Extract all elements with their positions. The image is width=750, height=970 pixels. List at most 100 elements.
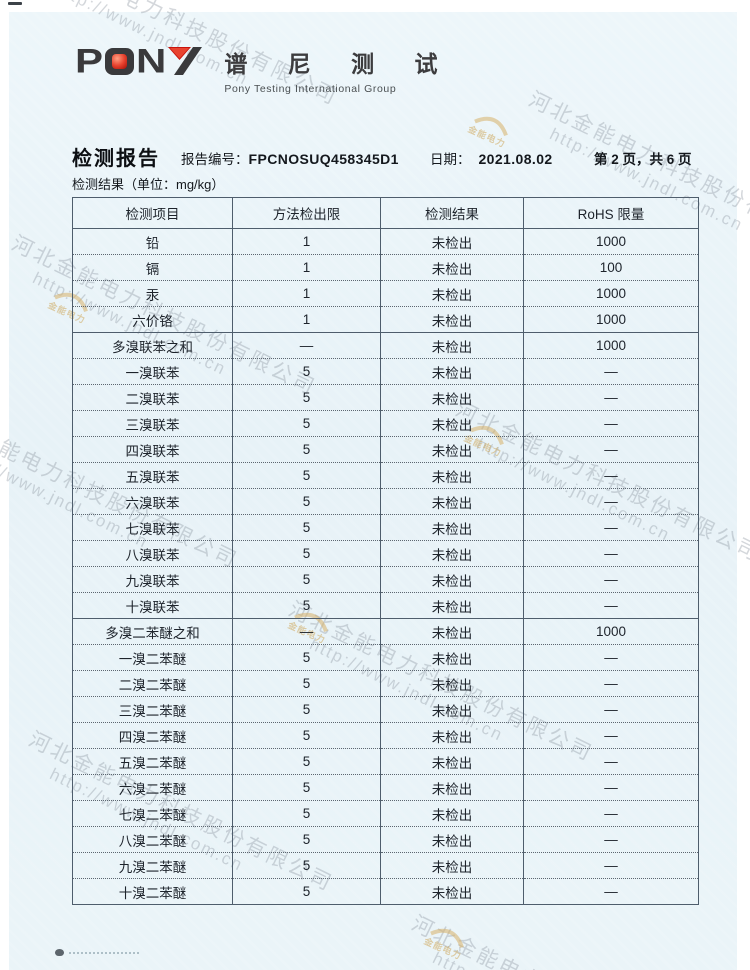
cell-rohs-limit: —	[523, 410, 699, 437]
cell-rohs-limit: —	[523, 774, 699, 801]
cell-test-item: 二溴二苯醚	[72, 670, 233, 697]
cell-test-item: 八溴联苯	[72, 540, 233, 567]
cell-test-item: 八溴二苯醚	[72, 826, 233, 853]
cell-method-limit: 5	[232, 462, 381, 489]
cell-test-item: 七溴二苯醚	[72, 800, 233, 827]
cell-result: 未检出	[380, 826, 524, 853]
report-number: 报告编号：FPCNOSUQ458345D1	[181, 148, 399, 168]
cell-method-limit: 1	[232, 306, 381, 333]
report-date: 日期： 2021.08.02	[430, 148, 553, 168]
cell-result: 未检出	[380, 332, 524, 359]
cell-test-item: 十溴二苯醚	[72, 878, 233, 905]
table-row: 多溴二苯醚之和 — 未检出 1000	[72, 618, 699, 645]
cell-rohs-limit: —	[523, 644, 699, 671]
cell-rohs-limit: —	[523, 488, 699, 515]
table-row: 镉 1 未检出 100	[72, 254, 699, 281]
cell-method-limit: 5	[232, 748, 381, 775]
cell-rohs-limit: —	[523, 826, 699, 853]
footer-partial-mark	[55, 948, 145, 958]
cell-test-item: 铅	[72, 228, 233, 255]
table-row: 五溴二苯醚 5 未检出 —	[72, 748, 699, 775]
cell-rohs-limit: —	[523, 696, 699, 723]
cell-method-limit: 5	[232, 852, 381, 879]
report-title: 检测报告	[72, 148, 160, 170]
cell-result: 未检出	[380, 670, 524, 697]
table-row: 二溴联苯 5 未检出 —	[72, 384, 699, 411]
cell-method-limit: 1	[232, 280, 381, 307]
cell-rohs-limit: —	[523, 878, 699, 905]
cell-method-limit: 5	[232, 410, 381, 437]
header-test-result: 检测结果	[380, 197, 524, 229]
cell-rohs-limit: —	[523, 852, 699, 879]
cell-rohs-limit: —	[523, 670, 699, 697]
table-row: 多溴联苯之和 — 未检出 1000	[72, 332, 699, 359]
logo-letter-o	[105, 47, 135, 75]
cell-method-limit: —	[232, 332, 381, 359]
cell-result: 未检出	[380, 514, 524, 541]
header-method-detection-limit: 方法检出限	[232, 197, 381, 229]
cell-method-limit: 5	[232, 592, 381, 619]
cell-method-limit: 5	[232, 722, 381, 749]
table-row: 一溴二苯醚 5 未检出 —	[72, 644, 699, 671]
cell-rohs-limit: —	[523, 514, 699, 541]
cell-method-limit: 5	[232, 696, 381, 723]
cell-rohs-limit: 1000	[523, 228, 699, 255]
cell-rohs-limit: —	[523, 748, 699, 775]
cell-result: 未检出	[380, 488, 524, 515]
cell-rohs-limit: —	[523, 358, 699, 385]
cell-test-item: 五溴联苯	[72, 462, 233, 489]
cell-result: 未检出	[380, 228, 524, 255]
logo-red-square	[112, 53, 128, 69]
cell-test-item: 一溴联苯	[72, 358, 233, 385]
table-row: 铅 1 未检出 1000	[72, 228, 699, 255]
cell-rohs-limit: —	[523, 384, 699, 411]
cell-test-item: 多溴联苯之和	[72, 332, 233, 359]
report-date-value: 2021.08.02	[478, 151, 553, 167]
cell-rohs-limit: 1000	[523, 306, 699, 333]
cell-result: 未检出	[380, 644, 524, 671]
cell-result: 未检出	[380, 722, 524, 749]
table-row: 二溴二苯醚 5 未检出 —	[72, 670, 699, 697]
cell-result: 未检出	[380, 254, 524, 281]
cell-result: 未检出	[380, 592, 524, 619]
cell-result: 未检出	[380, 358, 524, 385]
table-row: 汞 1 未检出 1000	[72, 280, 699, 307]
cell-method-limit: 1	[232, 254, 381, 281]
cell-rohs-limit: 1000	[523, 280, 699, 307]
cell-test-item: 一溴二苯醚	[72, 644, 233, 671]
cell-method-limit: —	[232, 618, 381, 645]
logo-letter-y-icon	[168, 47, 203, 75]
result-unit-line: 检测结果（单位：mg/kg）	[72, 177, 225, 192]
cell-rohs-limit: —	[523, 436, 699, 463]
cell-rohs-limit: —	[523, 592, 699, 619]
cell-result: 未检出	[380, 306, 524, 333]
cell-test-item: 六溴联苯	[72, 488, 233, 515]
report-date-label: 日期：	[430, 152, 471, 167]
cell-result: 未检出	[380, 540, 524, 567]
logo-letter-n: N	[136, 41, 167, 80]
cell-test-item: 三溴二苯醚	[72, 696, 233, 723]
cell-result: 未检出	[380, 748, 524, 775]
cell-result: 未检出	[380, 410, 524, 437]
cell-method-limit: 5	[232, 540, 381, 567]
results-table-header: 检测项目 方法检出限 检测结果 RoHS 限量	[72, 197, 699, 229]
cell-rohs-limit: —	[523, 800, 699, 827]
pony-logo: P N	[75, 41, 203, 80]
results-table: 检测项目 方法检出限 检测结果 RoHS 限量 铅 1 未检出 1000 镉 1 未检出 10…	[72, 197, 699, 905]
results-table-body: 铅 1 未检出 1000 镉 1 未检出 100 汞 1 未检出 1000 六价铬 1 未检出 1000 多溴联…	[72, 228, 699, 905]
table-row: 四溴联苯 5 未检出 —	[72, 436, 699, 463]
cell-rohs-limit: —	[523, 722, 699, 749]
report-number-value: FPCNOSUQ458345D1	[248, 151, 399, 167]
cell-result: 未检出	[380, 462, 524, 489]
cell-test-item: 七溴联苯	[72, 514, 233, 541]
table-row: 十溴二苯醚 5 未检出 —	[72, 878, 699, 905]
cell-method-limit: 5	[232, 566, 381, 593]
table-row: 一溴联苯 5 未检出 —	[72, 358, 699, 385]
cell-test-item: 汞	[72, 280, 233, 307]
cell-result: 未检出	[380, 852, 524, 879]
cell-result: 未检出	[380, 696, 524, 723]
cell-method-limit: 5	[232, 878, 381, 905]
table-row: 四溴二苯醚 5 未检出 —	[72, 722, 699, 749]
cell-result: 未检出	[380, 384, 524, 411]
page-indicator: 第 2 页，共 6 页	[594, 152, 692, 167]
